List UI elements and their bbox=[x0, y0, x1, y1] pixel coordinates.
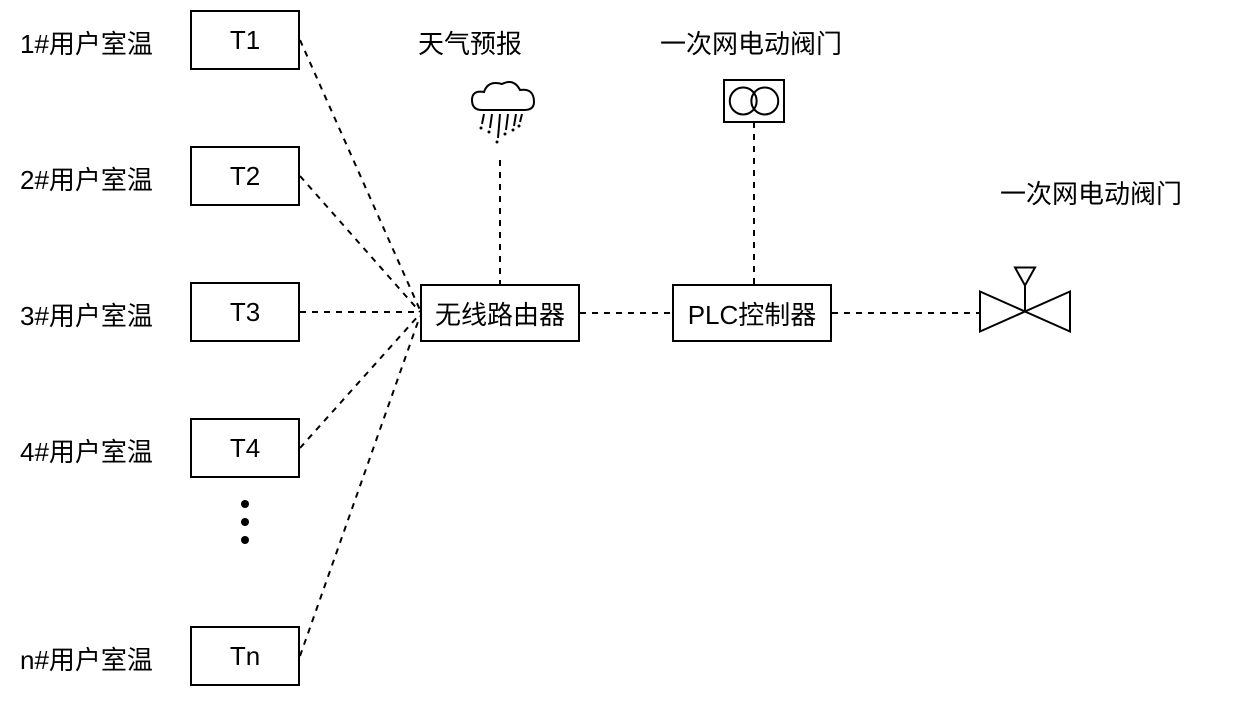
sensor-t1: T1 bbox=[190, 10, 300, 70]
mvalve-top-label: 一次网电动阀门 bbox=[660, 24, 842, 61]
sensor-t4: T4 bbox=[190, 418, 300, 478]
motorized-valve-top-icon bbox=[724, 80, 784, 122]
user-label-2: 2#用户室温 bbox=[20, 160, 153, 197]
mvalve-right-label: 一次网电动阀门 bbox=[1000, 174, 1182, 211]
connections-layer bbox=[0, 0, 1240, 724]
weather-label: 天气预报 bbox=[418, 24, 522, 61]
ellipsis-dots bbox=[241, 500, 249, 544]
user-label-n: n#用户室温 bbox=[20, 640, 153, 677]
user-label-4: 4#用户室温 bbox=[20, 432, 153, 469]
weather-cloud-icon bbox=[472, 82, 534, 144]
sensor-t3: T3 bbox=[190, 282, 300, 342]
valve-right-icon bbox=[980, 268, 1070, 332]
user-label-1: 1#用户室温 bbox=[20, 24, 153, 61]
sensor-tn: Tn bbox=[190, 626, 300, 686]
sensor-t2: T2 bbox=[190, 146, 300, 206]
user-label-3: 3#用户室温 bbox=[20, 296, 153, 333]
plc-box: PLC控制器 bbox=[672, 284, 832, 342]
router-box: 无线路由器 bbox=[420, 284, 580, 342]
